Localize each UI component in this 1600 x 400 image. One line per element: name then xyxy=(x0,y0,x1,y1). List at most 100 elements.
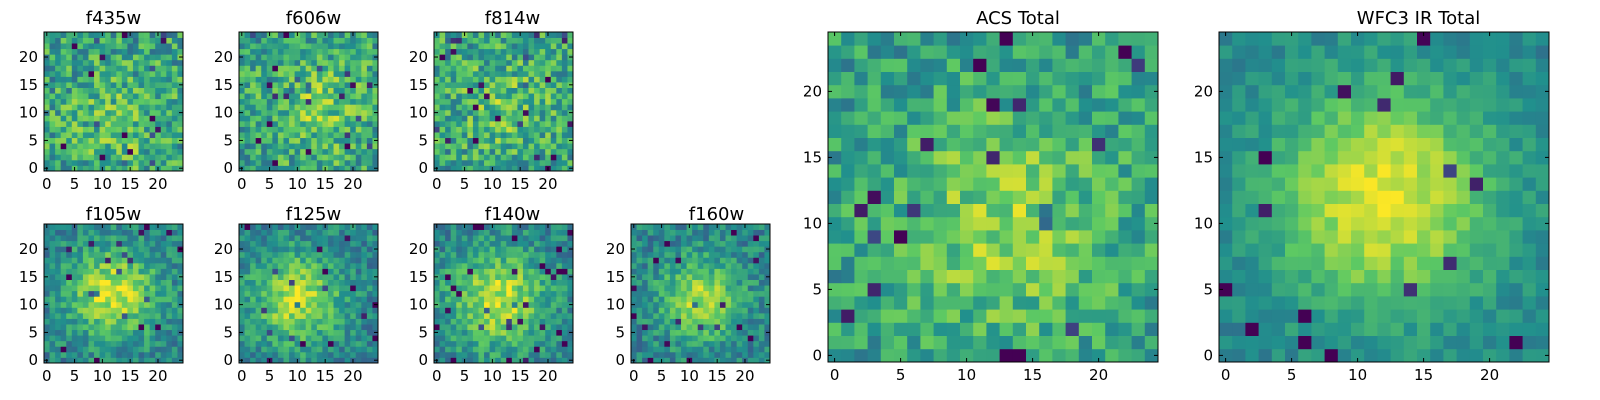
image-cell xyxy=(71,82,78,88)
image-cell xyxy=(77,54,84,61)
image-cell xyxy=(160,59,167,66)
image-cell xyxy=(1039,348,1053,363)
image-cell xyxy=(894,296,908,310)
image-cell xyxy=(171,274,178,280)
image-cell xyxy=(82,54,89,61)
image-cell xyxy=(144,346,151,353)
image-cell xyxy=(528,329,535,336)
panel-title: f160w xyxy=(689,204,744,225)
image-cell xyxy=(445,37,452,44)
x-tick-label: 15 xyxy=(511,367,530,385)
image-cell xyxy=(49,54,56,61)
image-cell xyxy=(500,109,507,116)
image-cell xyxy=(44,290,50,297)
image-cell xyxy=(344,159,351,166)
image-cell xyxy=(333,98,340,105)
image-cell xyxy=(366,148,373,155)
image-cell xyxy=(177,76,184,83)
image-cell xyxy=(350,229,357,236)
image-cell xyxy=(1092,164,1106,178)
image-cell xyxy=(116,82,123,88)
image-cell xyxy=(528,54,535,61)
image-cell xyxy=(60,312,67,319)
image-cell xyxy=(121,137,128,144)
image-cell xyxy=(675,318,682,325)
image-cell xyxy=(539,357,546,364)
image-cell xyxy=(244,301,251,308)
image-cell xyxy=(289,262,295,269)
image-cell xyxy=(244,54,251,61)
image-cell xyxy=(764,296,771,303)
image-cell xyxy=(171,132,178,139)
image-cell xyxy=(144,48,151,55)
image-cell xyxy=(439,340,446,347)
image-cell xyxy=(171,137,178,144)
image-cell xyxy=(49,109,56,116)
image-cell xyxy=(854,164,868,178)
image-cell xyxy=(77,251,84,258)
image-cell xyxy=(478,351,485,358)
image-cell xyxy=(138,224,145,230)
image-cell xyxy=(517,324,524,331)
image-cell xyxy=(171,257,178,264)
image-cell xyxy=(82,126,89,133)
image-cell xyxy=(44,268,50,275)
image-cell xyxy=(506,120,513,127)
image-cell xyxy=(171,335,178,342)
image-cell xyxy=(434,346,440,353)
image-cell xyxy=(539,93,546,100)
image-cell xyxy=(327,70,334,77)
image-cell xyxy=(681,268,687,275)
image-cell xyxy=(155,262,162,269)
image-cell xyxy=(642,251,649,258)
image-cell xyxy=(539,301,546,308)
image-cell xyxy=(250,251,257,258)
image-cell xyxy=(692,235,699,242)
image-cell xyxy=(277,329,284,336)
image-cell xyxy=(758,285,765,292)
image-cell xyxy=(880,282,895,297)
image-cell xyxy=(445,65,452,72)
image-cell xyxy=(311,109,318,116)
image-cell xyxy=(144,224,151,230)
image-cell xyxy=(366,109,373,116)
image-cell xyxy=(828,335,842,350)
image-cell xyxy=(534,351,541,358)
image-cell xyxy=(66,132,73,139)
image-cell xyxy=(361,301,368,308)
image-cell xyxy=(344,318,351,325)
image-cell xyxy=(731,357,738,364)
image-cell xyxy=(1012,309,1027,323)
image-cell xyxy=(127,246,134,253)
image-cell xyxy=(327,148,334,155)
image-cell xyxy=(484,307,490,314)
image-cell xyxy=(725,346,732,353)
image-cell xyxy=(692,224,699,230)
image-cell xyxy=(495,335,502,342)
image-cell xyxy=(708,268,715,275)
image-cell xyxy=(132,340,139,347)
image-cell xyxy=(244,346,251,353)
image-cell xyxy=(478,82,485,88)
image-cell xyxy=(144,235,151,242)
image-cell xyxy=(105,257,112,264)
image-cell xyxy=(445,296,452,303)
image-cell xyxy=(545,37,552,44)
image-cell xyxy=(311,307,318,314)
image-cell xyxy=(82,120,89,127)
image-cell xyxy=(1012,282,1027,297)
image-cell xyxy=(88,76,95,83)
image-cell xyxy=(88,98,95,105)
panel-title: f814w xyxy=(485,8,540,29)
image-cell xyxy=(289,329,295,336)
image-cell xyxy=(664,340,671,347)
image-cell xyxy=(742,307,749,314)
image-cell xyxy=(445,301,452,308)
image-cell xyxy=(631,340,637,347)
image-cell xyxy=(327,357,334,364)
image-cell xyxy=(550,224,557,230)
image-cell xyxy=(60,109,67,116)
image-cell xyxy=(434,235,440,242)
image-cell xyxy=(445,109,452,116)
image-cell xyxy=(55,82,62,88)
